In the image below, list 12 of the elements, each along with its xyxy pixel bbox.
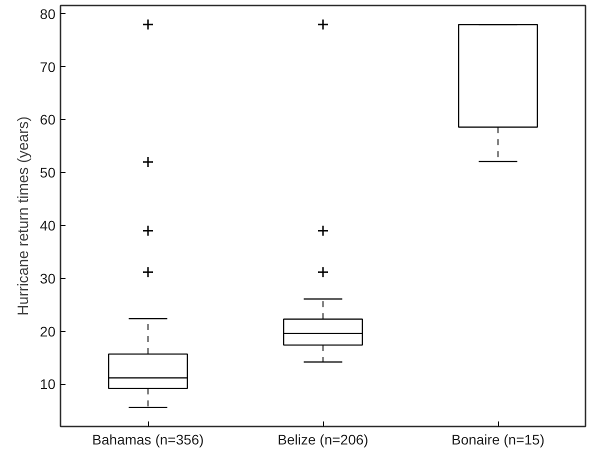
y-tick-label: 80 — [40, 6, 56, 22]
y-tick-label: 60 — [40, 112, 56, 128]
y-tick-label: 70 — [40, 58, 56, 75]
x-tick-label: Belize (n=206) — [278, 432, 368, 448]
y-tick-label: 10 — [40, 376, 56, 392]
x-tick-label: Bahamas (n=356) — [92, 432, 204, 448]
y-tick-label: 40 — [40, 218, 56, 234]
y-tick-label: 30 — [40, 270, 56, 286]
x-tick-label: Bonaire (n=15) — [452, 432, 545, 448]
y-tick-label: 20 — [40, 323, 56, 340]
y-tick-label: 50 — [40, 164, 56, 181]
y-axis-title: Hurricane return times (years) — [14, 116, 32, 316]
